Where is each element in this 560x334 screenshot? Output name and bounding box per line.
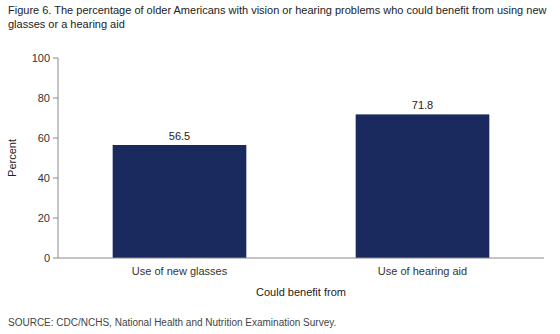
title: Figure 6. The percentage of older Americ… xyxy=(8,4,547,30)
y-tick xyxy=(53,58,58,59)
y-tick xyxy=(53,98,58,99)
data-label: 71.8 xyxy=(412,99,433,111)
bars xyxy=(113,114,490,258)
y-tick-label: 100 xyxy=(32,52,50,64)
y-axis-label: Percent xyxy=(6,139,18,177)
y-tick-label: 20 xyxy=(38,212,50,224)
x-tick-label: Use of new glasses xyxy=(132,265,228,277)
data-label: 56.5 xyxy=(169,130,190,142)
y-tick xyxy=(53,138,58,139)
x-tick-label: Use of hearing aid xyxy=(378,265,467,277)
y-tick xyxy=(53,218,58,219)
bar xyxy=(356,114,490,258)
y-tick-label: 60 xyxy=(38,132,50,144)
source-note: SOURCE: CDC/NCHS, National Health and Nu… xyxy=(8,317,336,328)
chart: Figure 6. The percentage of older Americ… xyxy=(0,0,560,334)
y-tick-label: 80 xyxy=(38,92,50,104)
y-tick xyxy=(53,178,58,179)
bar xyxy=(113,145,247,258)
x-axis-line xyxy=(58,258,544,259)
x-axis-label: Could benefit from xyxy=(256,286,346,298)
y-axis-line xyxy=(58,58,59,258)
y-tick-label: 0 xyxy=(44,252,50,264)
y-tick-label: 40 xyxy=(38,172,50,184)
y-tick xyxy=(53,258,58,259)
